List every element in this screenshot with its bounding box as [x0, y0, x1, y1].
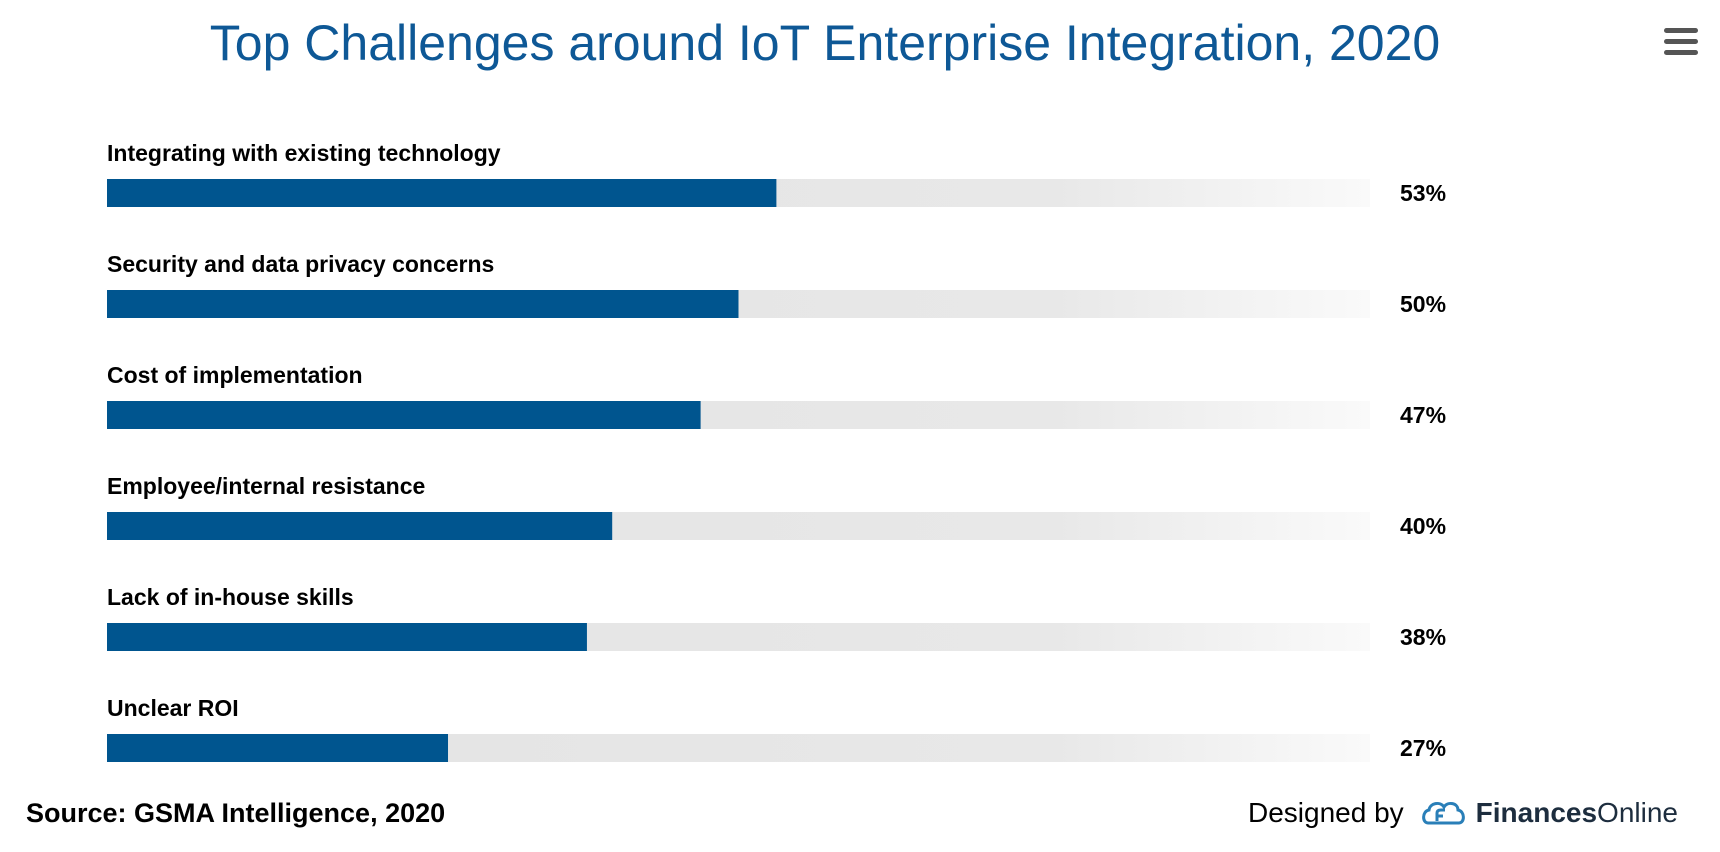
brand-name-bold: Finances	[1475, 797, 1598, 828]
category-label: Employee/internal resistance	[107, 473, 425, 499]
category-label: Integrating with existing technology	[107, 140, 501, 166]
brand-name-light: Online	[1597, 797, 1678, 828]
value-label: 27%	[1400, 735, 1446, 761]
source-note: Source: GSMA Intelligence, 2020	[26, 798, 446, 828]
chart-title: Top Challenges around IoT Enterprise Int…	[209, 15, 1441, 71]
financesonline-logo-icon	[1421, 801, 1465, 825]
bar	[107, 401, 701, 429]
category-label: Lack of in-house skills	[107, 584, 354, 610]
bar-chart: Integrating with existing technology 53% S…	[107, 140, 1446, 762]
designed-by-label: Designed by	[1248, 797, 1404, 828]
category-label: Security and data privacy concerns	[107, 251, 494, 277]
value-label: 50%	[1400, 291, 1446, 317]
value-label: 47%	[1400, 402, 1446, 428]
designed-by: Designed by Finances Online	[1248, 797, 1678, 829]
value-label: 38%	[1400, 624, 1446, 650]
bar	[107, 290, 739, 318]
bar	[107, 623, 587, 651]
bar	[107, 179, 777, 207]
bar	[107, 512, 613, 540]
category-label: Cost of implementation	[107, 362, 363, 388]
value-label: 53%	[1400, 180, 1446, 206]
category-label: Unclear ROI	[107, 695, 239, 721]
hamburger-menu-icon[interactable]	[1664, 28, 1698, 56]
bar	[107, 734, 449, 762]
value-label: 40%	[1400, 513, 1446, 539]
